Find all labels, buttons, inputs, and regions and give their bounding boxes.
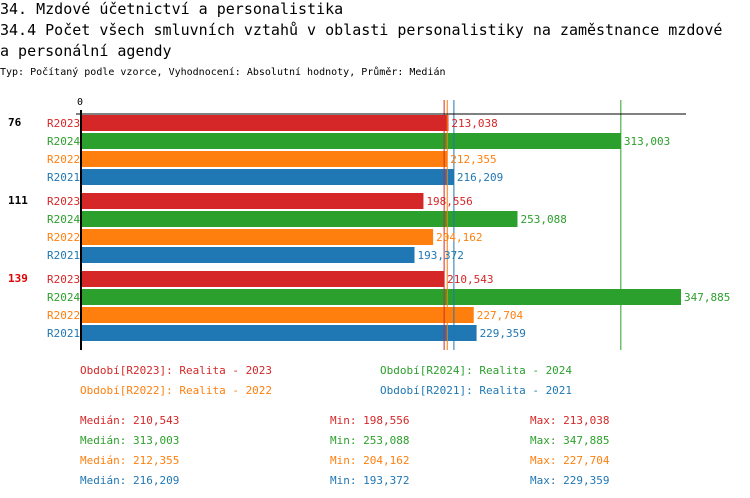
series-label: R2024	[47, 135, 81, 148]
series-label: R2022	[47, 153, 81, 166]
series-label: R2023	[47, 195, 81, 208]
series-label: R2022	[47, 309, 81, 322]
stat-median: Medián: 313,003	[80, 434, 180, 447]
stat-max: Max: 227,704	[530, 454, 610, 467]
group-label: 76	[8, 116, 22, 129]
value-label: 313,003	[623, 135, 671, 148]
bar	[81, 151, 448, 167]
value-label: 212,355	[450, 153, 497, 166]
series-label: R2022	[47, 231, 81, 244]
stat-median: Medián: 210,543	[80, 414, 180, 427]
value-label: 227,704	[476, 309, 524, 322]
legend-entry: Období[R2022]: Realita - 2022	[80, 384, 273, 397]
stat-median: Medián: 216,209	[80, 474, 180, 487]
series-label: R2023	[47, 273, 81, 286]
series-label: R2024	[47, 291, 81, 304]
group-label: 111	[8, 194, 28, 207]
bar	[81, 169, 454, 185]
bar	[81, 289, 681, 305]
stat-min: Min: 193,372	[330, 474, 410, 487]
bar	[81, 211, 518, 227]
value-label: 216,209	[456, 171, 504, 184]
value-label: 210,543	[447, 273, 494, 286]
stat-min: Min: 204,162	[330, 454, 410, 467]
value-label: 229,359	[479, 327, 526, 340]
value-label: 204,162	[436, 231, 483, 244]
legend-entry: Období[R2023]: Realita - 2023	[80, 364, 273, 377]
chart-subtitle-line1: 34.4 Počet všech smluvních vztahů v obla…	[0, 21, 723, 39]
series-label: R2023	[47, 117, 81, 130]
bar	[81, 193, 424, 209]
stat-max: Max: 229,359	[530, 474, 610, 487]
chart-info: Typ: Počítaný podle vzorce, Vyhodnocení:…	[0, 67, 446, 78]
bar	[81, 325, 477, 341]
stat-min: Min: 198,556	[330, 414, 410, 427]
value-label: 347,885	[684, 291, 731, 304]
stat-max: Max: 213,038	[530, 414, 610, 427]
bar	[81, 271, 445, 287]
bar	[81, 247, 415, 263]
bar	[81, 133, 621, 149]
stat-max: Max: 347,885	[530, 434, 610, 447]
legend-entry: Období[R2024]: Realita - 2024	[380, 364, 573, 377]
value-label: 198,556	[426, 195, 473, 208]
bar	[81, 229, 434, 245]
series-label: R2021	[47, 171, 81, 184]
value-label: 193,372	[417, 249, 464, 262]
value-label: 213,038	[451, 117, 498, 130]
series-label: R2024	[47, 213, 81, 226]
bar	[81, 307, 474, 323]
legend-entry: Období[R2021]: Realita - 2021	[380, 384, 573, 397]
value-label: 253,088	[520, 213, 567, 226]
series-label: R2021	[47, 249, 81, 262]
series-label: R2021	[47, 327, 81, 340]
x-tick-label: 0	[77, 97, 84, 108]
page-title: 34. Mzdové účetnictví a personalistika	[0, 0, 344, 18]
chart-subtitle-line2: a personální agendy	[0, 42, 172, 60]
stat-median: Medián: 212,355	[80, 454, 180, 467]
bar	[81, 115, 449, 131]
stat-min: Min: 253,088	[330, 434, 410, 447]
group-label: 139	[8, 272, 28, 285]
